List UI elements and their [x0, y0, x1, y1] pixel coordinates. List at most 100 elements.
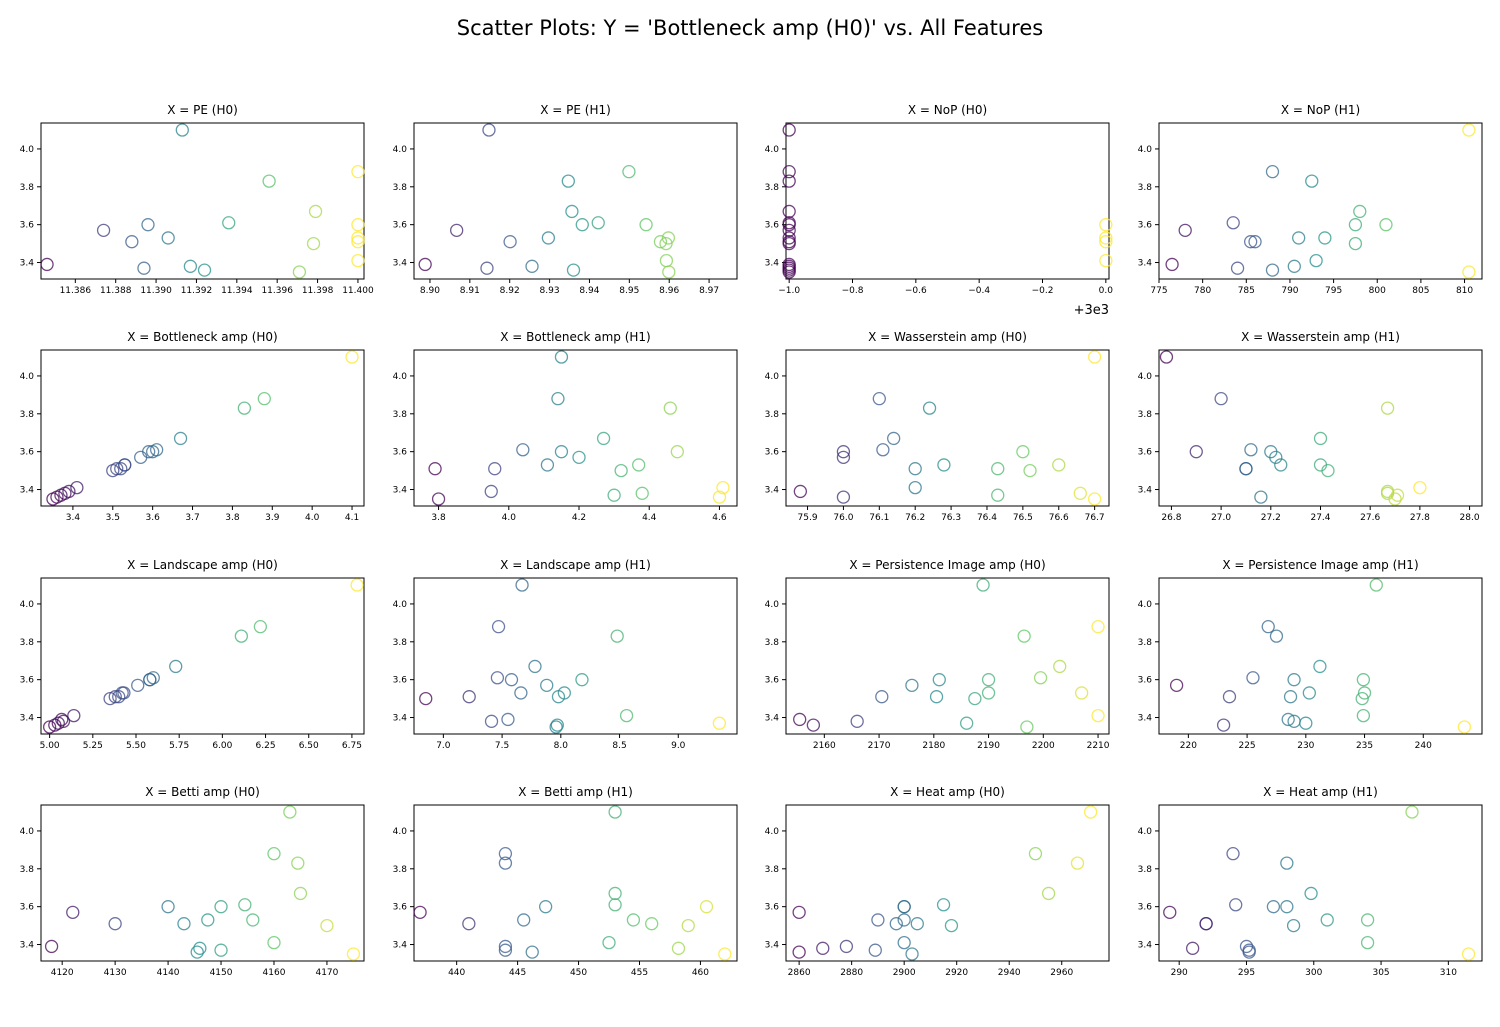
- x-tick-label: 290: [1171, 968, 1188, 978]
- x-tick-label: 8.91: [460, 286, 480, 296]
- x-tick-label: 8.5: [612, 741, 626, 751]
- subplot-7: X = Wasserstein amp (H0) 75.9 76.0 76.1 76.2…: [765, 330, 1110, 523]
- scatter-point: [712, 490, 727, 504]
- x-tick-label: 790: [1281, 286, 1298, 296]
- scatter-point: [1261, 620, 1275, 634]
- y-tick-label: 3.4: [393, 714, 408, 724]
- scatter-point: [1313, 458, 1328, 472]
- scatter-point: [1280, 900, 1294, 914]
- scatter-point: [462, 690, 476, 704]
- scatter-point: [117, 686, 131, 700]
- scatter-point: [1348, 218, 1363, 232]
- x-tick-label: 11.390: [140, 286, 172, 296]
- y-tick-label: 3.4: [1138, 941, 1153, 951]
- y-tick-label: 4.0: [20, 145, 35, 155]
- scatter-point: [718, 947, 732, 961]
- scatter-point: [1292, 231, 1306, 245]
- x-tick-label: 455: [631, 968, 648, 978]
- y-tick-label: 3.6: [1138, 676, 1153, 686]
- y-tick-label: 3.8: [20, 183, 35, 193]
- x-tick-label: −1.0: [778, 286, 800, 296]
- y-tick-label: 4.0: [393, 372, 408, 382]
- y-tick-label: 4.0: [765, 372, 780, 382]
- x-tick-label: 240: [1415, 741, 1432, 751]
- subplot-title: X = PE (H1): [540, 103, 611, 117]
- scatter-point: [639, 218, 653, 232]
- scatter-point: [836, 450, 851, 464]
- axes-frame: [1158, 577, 1483, 735]
- scatter-point: [183, 259, 198, 273]
- scatter-point: [551, 392, 565, 406]
- scatter-point: [782, 236, 796, 251]
- scatter-point: [661, 231, 676, 245]
- scatter-point: [816, 941, 830, 955]
- scatter-point: [1287, 714, 1301, 728]
- scatter-point: [1226, 216, 1240, 230]
- x-tick-label: 4140: [157, 968, 180, 978]
- axes-frame: [413, 804, 738, 962]
- scatter-point: [1159, 350, 1174, 364]
- scatter-point: [908, 480, 922, 495]
- x-tick-label: 4.6: [712, 513, 727, 523]
- y-tick-label: 3.8: [393, 410, 408, 420]
- scatter-point: [1305, 174, 1319, 188]
- subplot-3: X = NoP (H0) −1.0 −0.8 −0.6 −0.4 −0.2 0.0 +3e3 3…: [765, 103, 1114, 318]
- scatter-point: [1355, 691, 1369, 706]
- scatter-point: [897, 935, 911, 950]
- scatter-point: [257, 392, 271, 406]
- x-tick-label: 6.25: [256, 741, 276, 751]
- scatter-point: [1320, 913, 1334, 927]
- axes-frame: [1158, 804, 1483, 962]
- scatter-point: [782, 265, 796, 279]
- scatter-point: [875, 690, 889, 704]
- y-tick-label: 3.8: [765, 183, 780, 193]
- scatter-point: [1199, 917, 1213, 931]
- x-tick-label: 3.8: [431, 513, 446, 523]
- x-tick-label: 810: [1456, 286, 1473, 296]
- scatter-point: [1353, 204, 1367, 219]
- scatter-point: [131, 678, 145, 692]
- x-tick-label: 3.8: [225, 513, 240, 523]
- scatter-point: [806, 718, 821, 732]
- x-tick-label: 8.92: [500, 286, 520, 296]
- scatter-point: [1379, 218, 1393, 232]
- scatter-point: [1360, 935, 1375, 950]
- scatter-point: [1091, 620, 1105, 634]
- scatter-point: [540, 678, 554, 692]
- scatter-point: [1283, 690, 1298, 704]
- scatter-point: [1462, 123, 1476, 137]
- scatter-point: [1073, 486, 1087, 500]
- subplot-title: X = Wasserstein amp (H0): [868, 330, 1027, 344]
- scatter-point: [1457, 720, 1472, 734]
- scatter-point: [1254, 490, 1268, 504]
- scatter-point: [561, 174, 575, 188]
- scatter-point: [190, 945, 204, 959]
- x-tick-label: −0.8: [842, 286, 864, 296]
- scatter-point: [351, 165, 365, 179]
- scatter-point: [937, 458, 951, 472]
- subplot-title: X = Landscape amp (H1): [500, 558, 651, 572]
- scatter-point: [662, 265, 676, 279]
- scatter-point: [161, 231, 175, 245]
- scatter-point: [968, 691, 982, 706]
- scatter-point: [550, 718, 564, 732]
- scatter-point: [237, 401, 252, 415]
- x-tick-label: 8.95: [619, 286, 639, 296]
- scatter-point: [910, 917, 924, 931]
- subplot-title: X = Wasserstein amp (H1): [1241, 330, 1400, 344]
- scatter-point: [602, 935, 616, 950]
- scatter-point: [1356, 708, 1371, 723]
- x-tick-label: 3.6: [145, 513, 160, 523]
- scatter-point: [1461, 947, 1476, 961]
- scatter-point: [1369, 578, 1383, 592]
- scatter-point: [106, 463, 120, 478]
- scatter-point: [908, 462, 922, 476]
- scatter-point: [1313, 431, 1328, 446]
- axes-frame: [413, 577, 738, 735]
- scatter-point: [663, 401, 677, 415]
- scatter-point: [929, 690, 944, 704]
- x-tick-label: 785: [1238, 286, 1255, 296]
- scatter-point: [525, 945, 539, 959]
- scatter-point: [149, 443, 164, 457]
- scatter-point: [889, 917, 903, 931]
